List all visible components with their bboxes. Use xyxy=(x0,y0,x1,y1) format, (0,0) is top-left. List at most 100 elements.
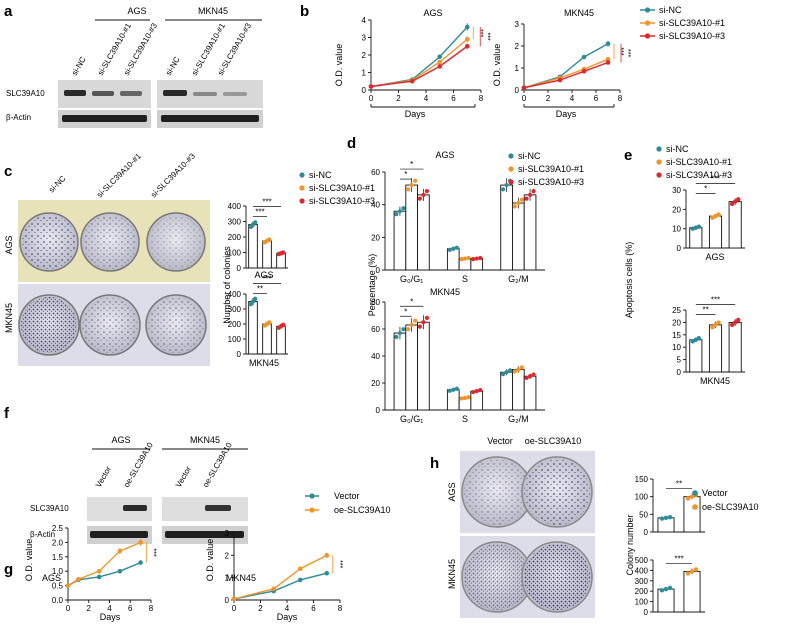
sig-label: * xyxy=(410,160,413,169)
x-tick-label: 2 xyxy=(546,94,551,103)
panel-f: f AGS MKN45 Vector oe-SLC39A10 Vector oe… xyxy=(4,405,248,544)
y-tick-label: 40 xyxy=(371,352,380,361)
bar xyxy=(683,570,701,613)
data-point xyxy=(462,256,468,261)
data-point xyxy=(417,324,422,329)
sig-label: *** xyxy=(336,560,343,568)
x-tick-label: 4 xyxy=(285,604,290,613)
data-point xyxy=(531,189,536,194)
chart-d-ags: AGS 0 20 40 60 G₀/G₁ S G₂/M ** xyxy=(371,150,545,284)
legend-label: Vector xyxy=(334,491,360,501)
sig-label: ** xyxy=(703,305,709,314)
data-point xyxy=(521,85,527,91)
data-point xyxy=(324,553,330,558)
data-point xyxy=(406,327,411,332)
data-point xyxy=(581,54,587,60)
y-tick-label: 0 xyxy=(644,528,649,537)
blot-f-mkn-title: MKN45 xyxy=(190,435,220,445)
series-line xyxy=(523,58,609,89)
sig-label: * xyxy=(704,185,707,194)
data-point xyxy=(729,201,735,207)
bar xyxy=(446,248,460,271)
legend-marker xyxy=(299,172,305,178)
legend-marker xyxy=(508,166,514,172)
y-tick-label: 200 xyxy=(635,587,649,596)
lane-f-3: Vector xyxy=(174,465,193,489)
legend-marker xyxy=(656,146,662,152)
legend-marker xyxy=(644,33,651,39)
data-point xyxy=(531,372,536,377)
x-tick-label: G₂/M xyxy=(508,274,529,284)
y-tick-label: 0 xyxy=(237,350,242,359)
x-axis-label: Days xyxy=(277,612,298,622)
y-tick-label: 1.0 xyxy=(52,567,64,576)
legend-marker xyxy=(656,172,662,178)
data-point xyxy=(716,212,721,217)
legend-label: oe-SLC39A10 xyxy=(334,505,391,515)
chart-d-mkn45: MKN45 0 20 40 60 80 G₀/G₁ S G₂/M ** xyxy=(371,287,545,424)
panel-label-a: a xyxy=(4,3,13,20)
chart-title: AGS xyxy=(435,150,454,160)
y-tick-label: 300 xyxy=(635,577,649,586)
data-point xyxy=(297,577,303,583)
data-point xyxy=(424,315,430,320)
y-axis-label-h: Colony number xyxy=(625,514,635,575)
sig-label: *** xyxy=(711,295,720,304)
bar xyxy=(708,215,723,249)
chart-b-mkn45: MKN45 Days O.D. value 0 2 4 6 8 0 1 2 3 *** *** xyxy=(492,8,631,119)
legend-h: Vector oe-SLC39A10 xyxy=(692,488,759,512)
data-point xyxy=(527,374,533,379)
y-tick-label: 0 xyxy=(376,266,381,275)
y-tick-label: 20 xyxy=(371,233,380,242)
y-tick-label: 60 xyxy=(371,325,380,334)
y-tick-label: 100 xyxy=(228,335,242,344)
y-tick-label: 0.0 xyxy=(52,596,64,605)
y-tick-label: 0 xyxy=(376,406,381,415)
data-point xyxy=(504,182,509,188)
blot-f-slc-label: SLC39A10 xyxy=(30,504,69,513)
data-point xyxy=(421,320,426,325)
data-point xyxy=(500,371,506,377)
data-point xyxy=(417,196,422,201)
data-point xyxy=(689,569,695,574)
bar xyxy=(393,332,407,411)
data-point xyxy=(729,322,735,328)
y-tick-label: 0 xyxy=(225,596,230,605)
x-tick-label: 6 xyxy=(311,604,316,613)
x-tick-label: S xyxy=(462,414,468,424)
chart-title: MKN45 xyxy=(430,287,460,297)
data-point xyxy=(581,69,587,74)
row-label-h-ags: AGS xyxy=(447,482,457,501)
data-point xyxy=(280,322,286,328)
y-tick-label: 4 xyxy=(362,16,367,25)
x-tick-label: 4 xyxy=(107,604,112,613)
legend-label: Vector xyxy=(702,488,728,498)
panel-label-h: h xyxy=(430,455,439,472)
y-tick-label: 10 xyxy=(672,343,681,352)
y-tick-label: 2 xyxy=(362,51,367,60)
x-tick-label: 8 xyxy=(149,604,154,613)
x-tick-label: 0 xyxy=(66,604,71,613)
y-tick-label: 1 xyxy=(515,64,520,73)
data-point xyxy=(421,192,426,197)
data-point xyxy=(667,514,673,520)
legend-c: si-NC si-SLC39A10-#1 si-SLC39A10-#3 xyxy=(299,170,375,206)
x-axis-label: MKN45 xyxy=(249,358,279,368)
y-tick-label: 400 xyxy=(228,202,242,211)
x-tick-label: 6 xyxy=(451,94,456,103)
series-line xyxy=(233,572,327,600)
blot-a-ags-title: AGS xyxy=(127,6,146,16)
legend-e: si-NC si-SLC39A10-#1 si-SLC39A10-#3 xyxy=(656,144,732,180)
series-line xyxy=(370,38,468,88)
y-axis-label: O.D. value xyxy=(492,44,502,87)
data-point xyxy=(474,256,479,261)
data-point xyxy=(605,56,611,62)
data-point xyxy=(605,60,611,65)
panel-label-e: e xyxy=(624,147,632,164)
blot-f-ags-title: AGS xyxy=(111,435,130,445)
legend-label: si-NC xyxy=(518,151,541,161)
data-point xyxy=(437,54,443,60)
y-tick-label: 0.5 xyxy=(52,582,64,591)
